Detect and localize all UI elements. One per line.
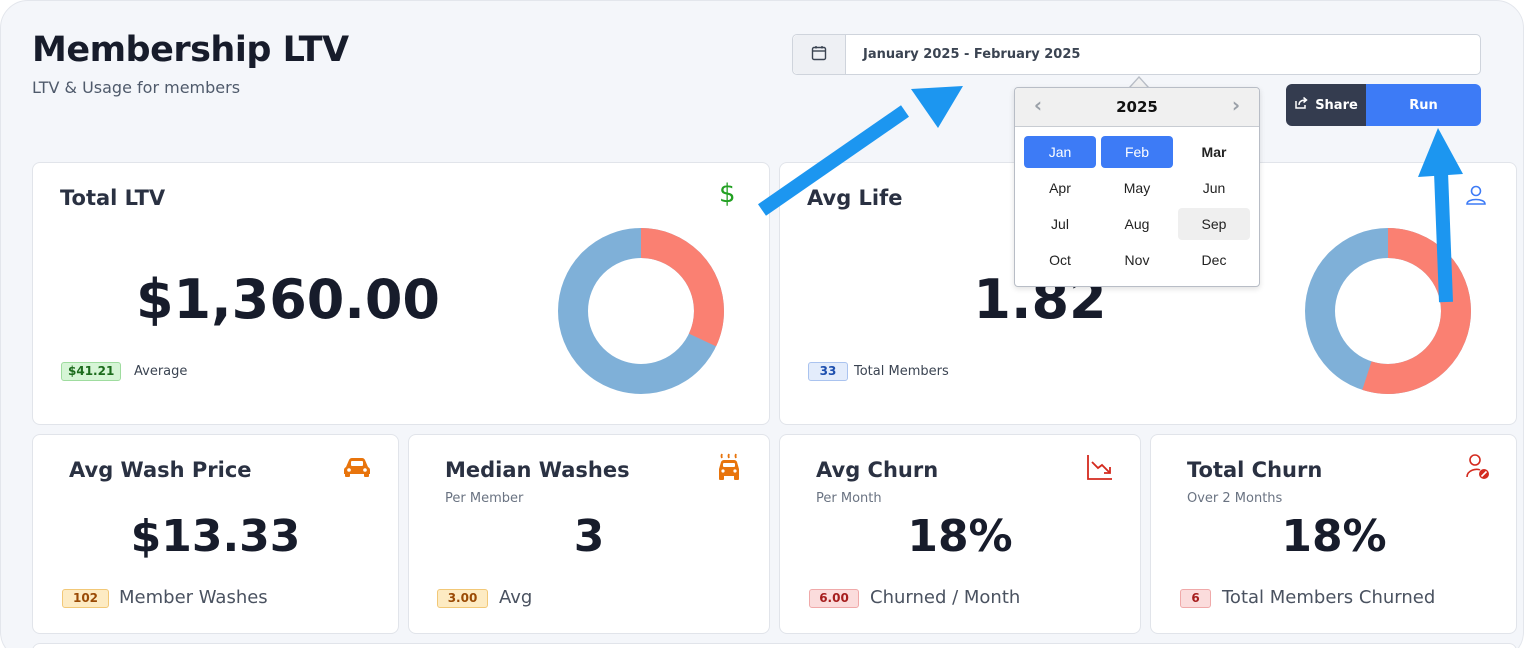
average-badge: $41.21 — [61, 362, 122, 381]
month-apr[interactable]: Apr — [1049, 180, 1071, 196]
avg-churn-card: Avg Churn Per Month 18% 6.00 Churned / M… — [779, 434, 1141, 634]
car-icon — [342, 455, 372, 483]
total-churn-value: 18% — [1281, 511, 1387, 562]
calendar-button[interactable] — [793, 35, 846, 74]
total-ltv-card: Total LTV $ $1,360.00 $41.21 Average — [32, 162, 770, 425]
card-subtitle: Per Member — [445, 491, 524, 506]
churned-per-month-badge: 6.00 — [809, 589, 859, 608]
churned-per-month-label: Churned / Month — [870, 587, 1021, 608]
total-members-label: Total Members — [854, 364, 949, 379]
month-jul[interactable]: Jul — [1051, 216, 1069, 232]
member-washes-badge: 102 — [62, 589, 109, 608]
month-jan[interactable]: Jan — [1024, 136, 1096, 168]
month-oct[interactable]: Oct — [1049, 252, 1071, 268]
month-sep[interactable]: Sep — [1178, 208, 1250, 240]
total-ltv-value: $1,360.00 — [135, 268, 441, 331]
month-grid: Jan Feb Mar Apr May Jun Jul Aug Sep Oct Nov Dec — [1015, 127, 1259, 276]
user-remove-icon — [1465, 453, 1491, 485]
avg-wash-price-value: $13.33 — [130, 511, 301, 562]
date-range-value[interactable]: January 2025 - February 2025 — [863, 47, 1081, 62]
month-aug[interactable]: Aug — [1124, 216, 1150, 232]
card-title: Median Washes — [445, 458, 630, 482]
median-washes-card: Median Washes Per Member 3 3.00 Avg — [408, 434, 770, 634]
avg-wash-price-card: Avg Wash Price $13.33 102 Member Washes — [32, 434, 399, 634]
share-button-label: Share — [1315, 97, 1358, 113]
month-picker-dropdown: ‹ 2025 › Jan Feb Mar Apr May Jun Jul Aug Sep Oct N… — [1014, 87, 1260, 287]
total-churn-card: Total Churn Over 2 Months 18% 6 Total Me… — [1150, 434, 1517, 634]
ltv-donut-chart — [558, 228, 724, 394]
month-dec[interactable]: Dec — [1201, 252, 1227, 268]
run-button-label: Run — [1409, 97, 1438, 113]
month-feb[interactable]: Feb — [1101, 136, 1173, 168]
total-members-badge: 33 — [808, 362, 848, 381]
page-subtitle: LTV & Usage for members — [32, 78, 241, 97]
picker-caret-fill — [1130, 78, 1148, 88]
share-button[interactable]: Share — [1286, 84, 1366, 126]
picker-header: ‹ 2025 › — [1015, 88, 1259, 127]
card-title: Avg Wash Price — [69, 458, 252, 482]
date-range-picker[interactable]: January 2025 - February 2025 — [792, 34, 1481, 75]
member-washes-label: Member Washes — [119, 587, 268, 608]
life-donut-chart — [1305, 228, 1471, 394]
picker-year: 2025 — [1116, 98, 1158, 116]
calendar-icon — [811, 45, 827, 65]
month-jun[interactable]: Jun — [1202, 180, 1226, 196]
car-wash-icon — [717, 453, 741, 485]
card-title: Total Churn — [1187, 458, 1323, 482]
chevron-right-icon[interactable]: › — [1231, 93, 1241, 117]
avg-badge: 3.00 — [437, 589, 488, 608]
donut-segment-coral — [558, 228, 724, 394]
next-row-card — [32, 643, 1517, 648]
month-mar[interactable]: Mar — [1201, 144, 1227, 160]
card-subtitle: Over 2 Months — [1187, 491, 1283, 506]
total-churned-label: Total Members Churned — [1222, 587, 1436, 608]
card-subtitle: Per Month — [816, 491, 882, 506]
chevron-left-icon[interactable]: ‹ — [1033, 93, 1043, 117]
month-may[interactable]: May — [1123, 180, 1151, 196]
month-nov[interactable]: Nov — [1124, 252, 1150, 268]
avg-churn-value: 18% — [907, 511, 1013, 562]
run-button[interactable]: Run — [1366, 84, 1481, 126]
card-title: Avg Churn — [816, 458, 939, 482]
donut-segment-coral — [1305, 228, 1471, 394]
user-icon — [1464, 183, 1488, 211]
card-title: Total LTV — [60, 186, 166, 210]
trending-down-icon — [1086, 453, 1114, 485]
average-label: Average — [134, 364, 188, 379]
card-title: Avg Life — [807, 186, 903, 210]
share-icon — [1294, 96, 1308, 114]
action-buttons: Share Run — [1286, 84, 1481, 126]
median-washes-value: 3 — [573, 511, 605, 562]
total-churned-badge: 6 — [1180, 589, 1211, 608]
dollar-icon: $ — [719, 179, 736, 209]
avg-label: Avg — [499, 587, 533, 608]
page-title: Membership LTV — [32, 30, 349, 70]
